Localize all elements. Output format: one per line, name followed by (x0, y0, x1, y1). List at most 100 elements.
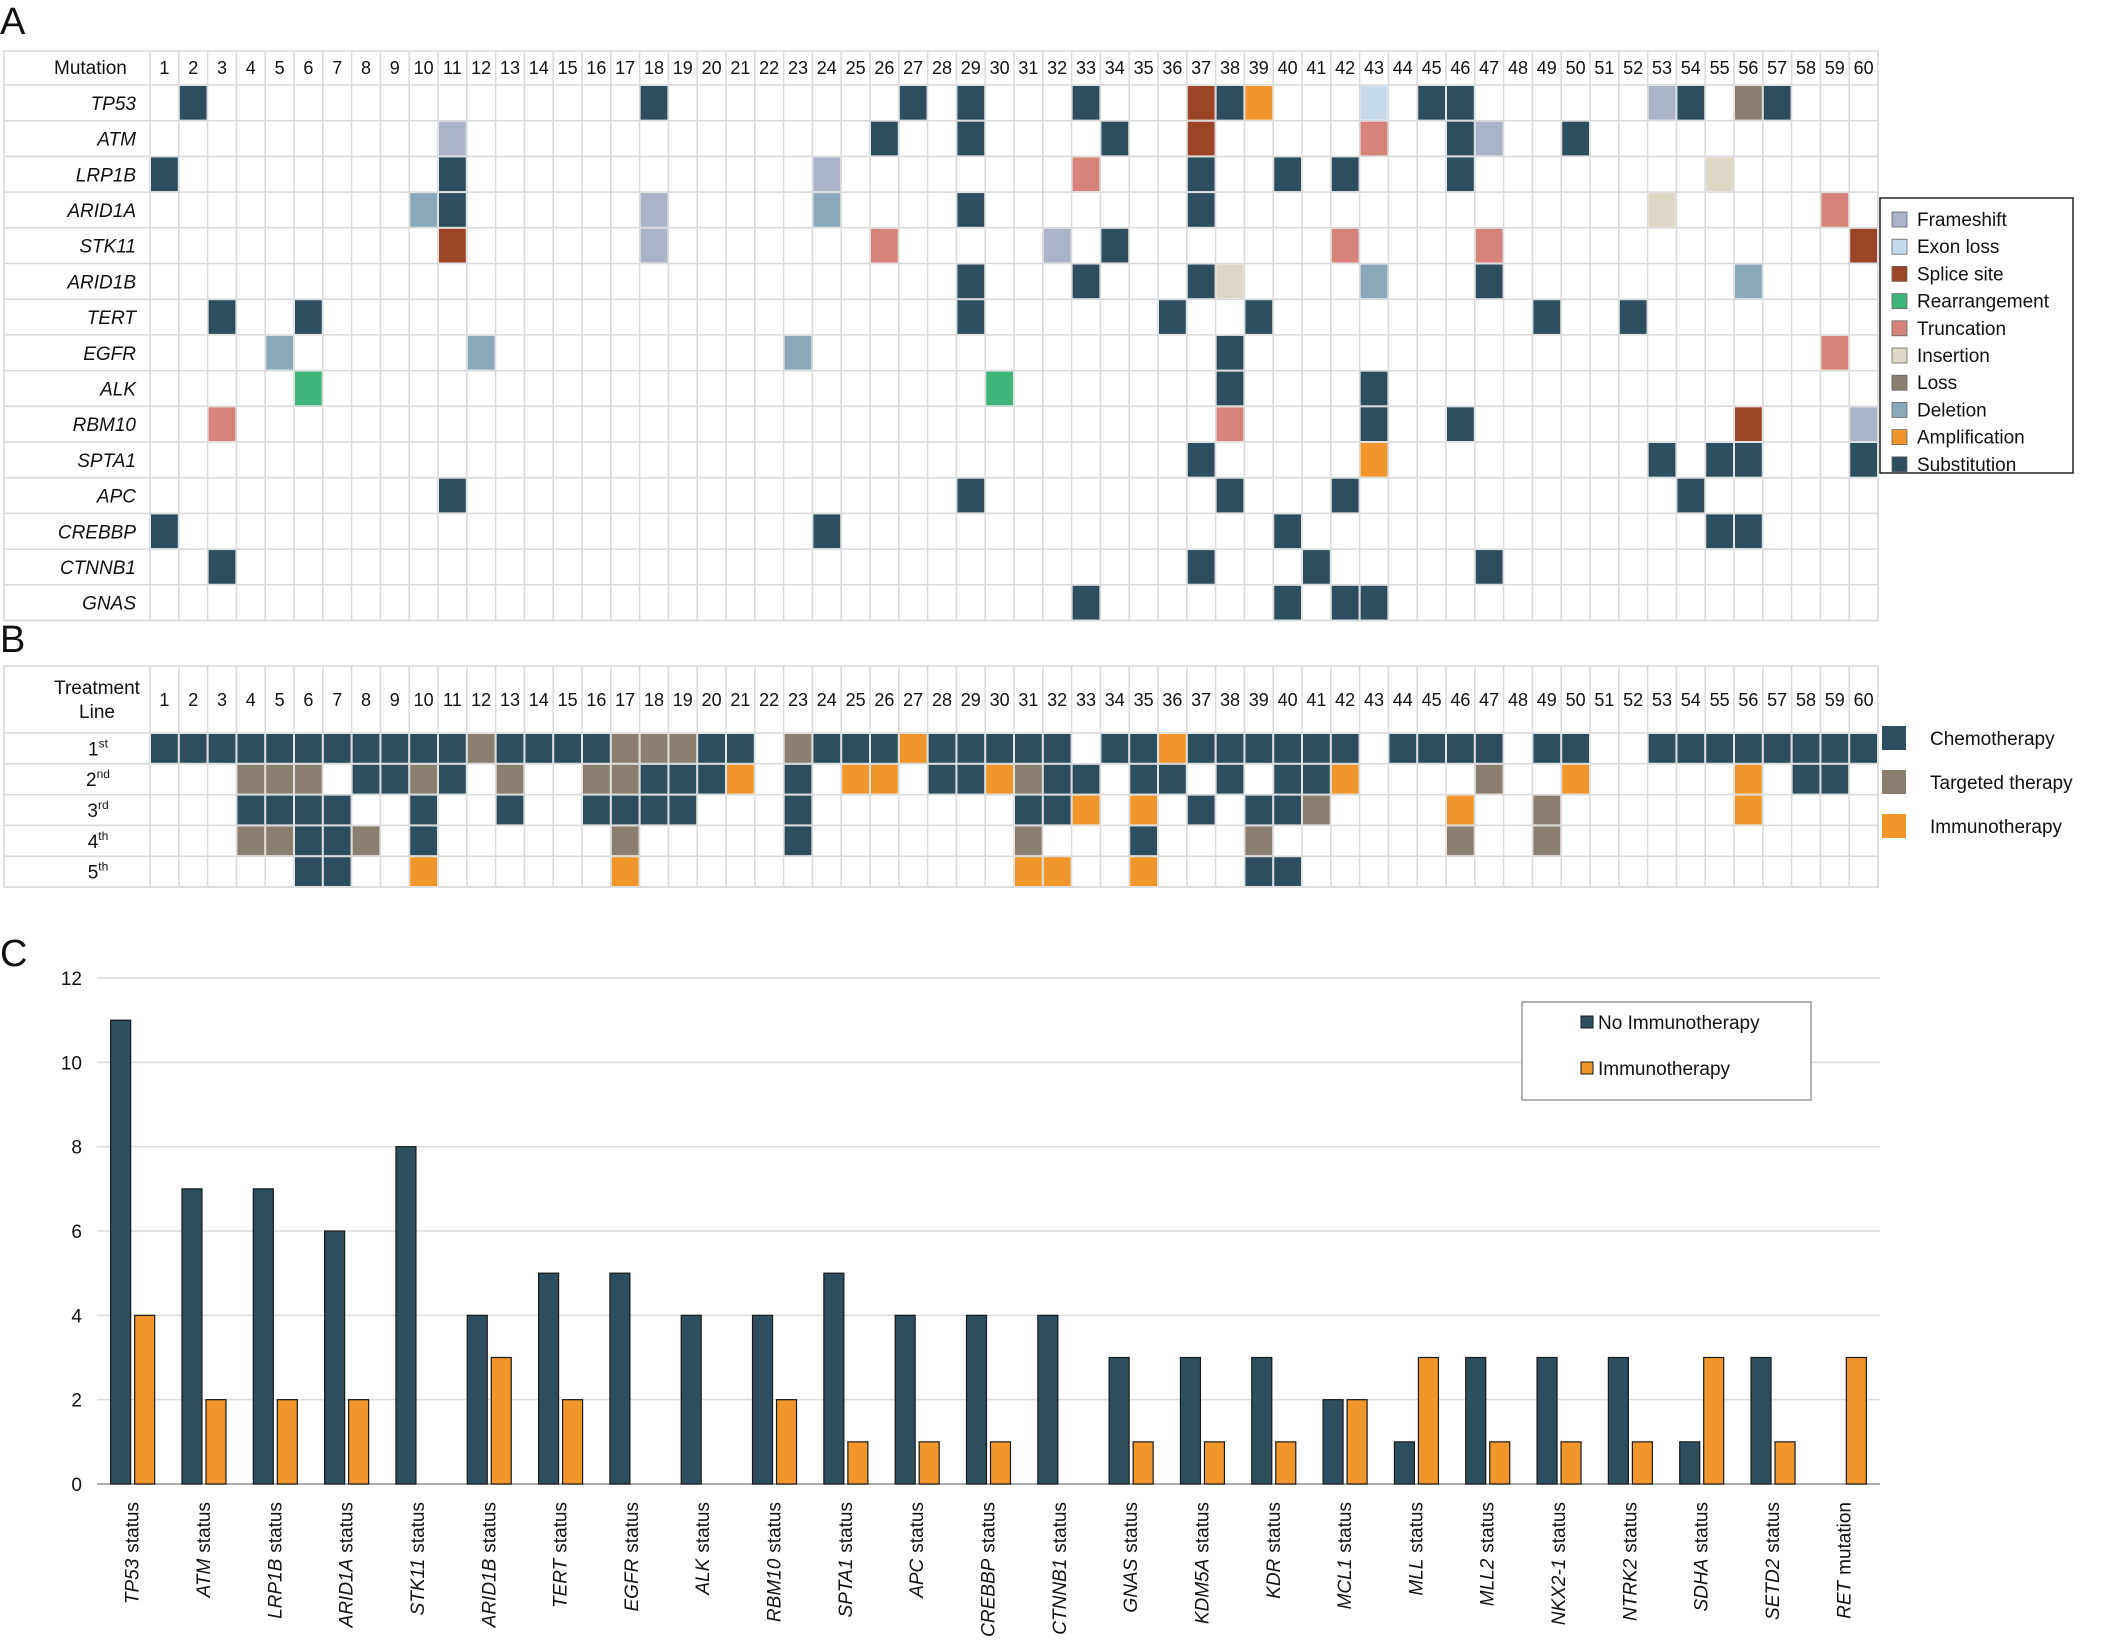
category-suffix: status (1121, 1502, 1142, 1553)
bar-immunotherapy (1132, 1441, 1154, 1485)
column-label-b: 21 (730, 690, 750, 710)
mutation-cell (1216, 86, 1244, 120)
gene-row-label: SPTA1 (77, 451, 136, 472)
treatment-cell (1821, 764, 1849, 794)
mutation-legend-label: Deletion (1917, 400, 1987, 421)
mutation-cell (1072, 157, 1100, 192)
category-suffix: status (1264, 1502, 1285, 1553)
category-label: ATM status (194, 1502, 215, 1598)
treatment-cell (323, 795, 351, 825)
column-label-a: 14 (529, 58, 549, 78)
category-gene: RET (1834, 1579, 1855, 1618)
mutation-cell (410, 193, 437, 227)
mutation-legend-swatch (1891, 429, 1908, 446)
treatment-cell (1245, 734, 1273, 763)
column-label-a: 33 (1076, 58, 1096, 78)
mutation-cell (439, 228, 466, 263)
column-label-b: 25 (846, 690, 866, 710)
treatment-cell (1159, 764, 1186, 794)
category-gene: LRP1B (265, 1558, 286, 1619)
mutation-legend-swatch (1891, 374, 1908, 391)
category-label: ARID1B status (479, 1502, 500, 1628)
treatment-cell (1850, 734, 1877, 763)
column-label-a: 43 (1364, 58, 1384, 78)
mutation-cell (295, 300, 322, 334)
treatment-cell (727, 734, 754, 763)
column-label-b: 35 (1134, 690, 1154, 710)
treatment-line-number: 4 (88, 832, 99, 853)
mutation-cell (1360, 264, 1388, 299)
mutation-cell (1303, 550, 1330, 584)
row-header-mutation: Mutation (54, 58, 127, 79)
treatment-cell (784, 826, 812, 856)
column-label-b: 3 (217, 690, 227, 710)
column-label-b: 59 (1825, 690, 1845, 710)
bar-no-immunotherapy (1607, 1356, 1629, 1485)
mutation-cell (1648, 193, 1676, 227)
category-label: STK11 status (408, 1502, 429, 1615)
mutation-cell (1475, 121, 1503, 156)
treatment-cell (611, 857, 639, 886)
mutation-cell (1447, 86, 1474, 120)
treatment-cell (784, 734, 812, 763)
mutation-cell (1187, 443, 1215, 477)
column-label-b: 42 (1335, 690, 1355, 710)
category-label: MLL2 status (1478, 1502, 1499, 1606)
column-label-a: 5 (275, 58, 285, 78)
treatment-cell (1015, 795, 1042, 825)
bar-immunotherapy (1631, 1441, 1653, 1485)
mutation-cell (1706, 157, 1733, 192)
category-label: MLL status (1406, 1502, 1427, 1596)
treatment-cell (381, 764, 409, 794)
category-gene: TERT (551, 1557, 572, 1608)
category-suffix: status (408, 1502, 429, 1553)
column-label-b: 37 (1191, 690, 1211, 710)
treatment-cell (410, 857, 437, 886)
category-label: KDR status (1264, 1502, 1285, 1599)
bar-no-immunotherapy (395, 1146, 417, 1485)
treatment-line-suffix: rd (98, 798, 109, 812)
column-label-b: 47 (1479, 690, 1499, 710)
treatment-cell (1735, 734, 1762, 763)
bar-no-immunotherapy (537, 1272, 560, 1485)
column-label-a: 15 (558, 58, 578, 78)
treatment-cell (1303, 734, 1330, 763)
gene-row-label: ATM (96, 130, 136, 151)
y-tick-label: 4 (71, 1306, 82, 1327)
treatment-cell (295, 795, 322, 825)
column-label-b: 19 (673, 690, 693, 710)
treatment-cell (237, 826, 265, 856)
treatment-cell (410, 795, 437, 825)
category-suffix: status (194, 1502, 215, 1553)
mutation-cell (1216, 371, 1244, 406)
treatment-cell (1043, 764, 1071, 794)
y-tick-label: 8 (71, 1138, 82, 1159)
treatment-cell (266, 764, 293, 794)
treatment-cell (1274, 764, 1301, 794)
mutation-cell (1043, 228, 1071, 263)
category-suffix: status (1335, 1502, 1356, 1553)
treatment-cell (496, 734, 524, 763)
mutation-cell (1101, 228, 1129, 263)
mutation-legend-label: Frameshift (1917, 210, 2007, 231)
column-label-a: 17 (615, 58, 635, 78)
bar-legend-swatch (1580, 1015, 1594, 1029)
row-header-line: Line (79, 702, 115, 723)
mutation-legend-swatch (1891, 293, 1908, 310)
treatment-cell (727, 764, 754, 794)
treatment-cell (611, 734, 639, 763)
panel-label-c: C (0, 933, 27, 975)
column-label-b: 23 (788, 690, 808, 710)
column-label-b: 6 (303, 690, 313, 710)
column-label-b: 31 (1018, 690, 1038, 710)
treatment-cell (237, 795, 265, 825)
mutation-cell (1187, 193, 1215, 227)
treatment-line-label: 3rd (87, 798, 108, 822)
bar-immunotherapy (775, 1399, 798, 1485)
treatment-cell (237, 764, 265, 794)
panel-label-b: B (0, 619, 25, 661)
mutation-cell (439, 157, 466, 192)
category-label: APC status (907, 1502, 928, 1599)
mutation-cell (151, 157, 178, 192)
treatment-cell (496, 795, 524, 825)
